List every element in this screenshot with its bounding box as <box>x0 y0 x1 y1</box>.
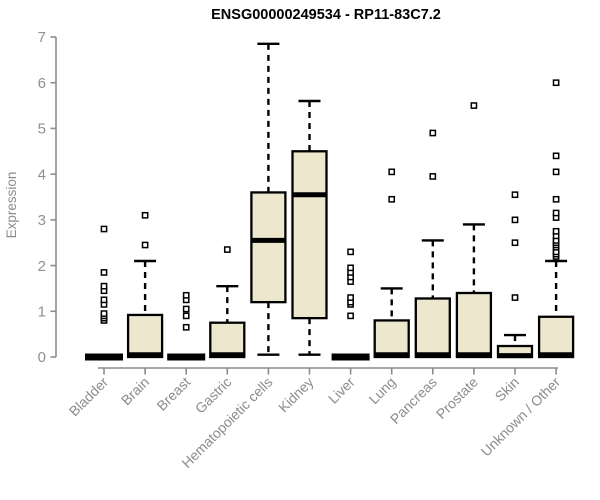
y-tick-label: 2 <box>38 258 46 275</box>
box-lung <box>373 168 410 359</box>
box-bladder <box>85 225 123 361</box>
outlier-point <box>552 227 560 235</box>
outlier-point <box>141 241 149 249</box>
collapsed-box-bar <box>331 353 370 361</box>
outlier-point <box>182 312 190 320</box>
y-tick-label: 7 <box>38 29 46 46</box>
collapsed-box-bar <box>85 353 123 361</box>
outlier-point <box>182 305 190 313</box>
outlier-point <box>511 191 519 199</box>
x-tick-label: Lung <box>365 374 398 407</box>
box-kidney <box>291 99 328 356</box>
x-tick-label: Kidney <box>275 374 317 416</box>
box-skin <box>496 191 534 359</box>
outlier-point <box>347 294 354 301</box>
iqr-box <box>537 315 575 359</box>
iqr-box <box>373 319 410 359</box>
outlier-point <box>182 291 190 299</box>
box-series <box>85 42 575 361</box>
outlier-point <box>552 168 560 176</box>
y-tick-label: 1 <box>38 303 46 320</box>
box-unknown-other <box>537 79 575 359</box>
outlier-point <box>100 282 108 290</box>
outlier-point <box>511 216 519 224</box>
outlier-point <box>347 248 354 256</box>
outlier-point <box>552 152 560 160</box>
x-tick-label: Bladder <box>66 374 112 420</box>
box-prostate <box>455 102 493 359</box>
outlier-point <box>100 225 108 233</box>
outlier-point <box>182 323 190 331</box>
outlier-point <box>511 239 519 247</box>
outlier-point <box>100 296 108 304</box>
box-liver <box>331 248 370 361</box>
outlier-point <box>347 312 354 320</box>
iqr-box <box>126 313 164 359</box>
x-tick-label: Skin <box>492 374 523 405</box>
iqr-box <box>209 321 246 359</box>
x-tick-label: Brain <box>118 374 152 408</box>
y-tick-label: 0 <box>38 349 46 366</box>
y-axis-title: Expression <box>4 172 19 239</box>
y-tick-label: 5 <box>38 121 46 138</box>
box-brain <box>126 211 164 359</box>
box-breast <box>167 291 206 361</box>
iqr-box <box>455 291 493 359</box>
outlier-point <box>100 269 108 276</box>
iqr-box <box>291 150 328 320</box>
box-gastric <box>209 246 246 359</box>
outlier-point <box>223 246 231 253</box>
y-tick-label: 4 <box>38 166 46 183</box>
box-pancreas <box>414 129 451 359</box>
y-tick-label: 6 <box>38 75 46 92</box>
outlier-point <box>429 129 437 137</box>
y-axis: 0 1 2 3 4 5 6 7 <box>38 29 57 366</box>
x-tick-label: Breast <box>153 374 193 414</box>
outlier-point <box>429 173 437 180</box>
iqr-box <box>414 297 451 359</box>
outlier-point <box>552 79 560 87</box>
outlier-point <box>552 209 560 217</box>
outlier-point <box>388 168 396 176</box>
outlier-point <box>100 310 108 317</box>
chart-title: ENSG00000249534 - RP11-83C7.2 <box>211 7 441 23</box>
iqr-box <box>250 191 287 304</box>
outlier-point <box>552 195 560 203</box>
collapsed-box-bar <box>167 353 206 361</box>
outlier-point <box>388 195 396 203</box>
outlier-point <box>470 102 478 109</box>
outlier-point <box>141 211 149 219</box>
outlier-point <box>511 294 519 301</box>
x-tick-label: Prostate <box>433 374 481 422</box>
box-hematopoietic-cells <box>250 42 287 356</box>
y-tick-label: 3 <box>38 212 46 229</box>
outlier-point <box>347 264 354 272</box>
x-tick-label: Liver <box>325 374 358 407</box>
